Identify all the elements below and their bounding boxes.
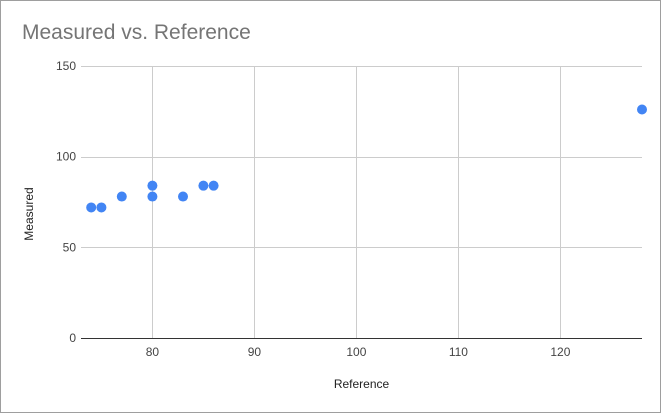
x-axis-label: Reference — [334, 377, 390, 391]
chart-title: Measured vs. Reference — [22, 21, 251, 44]
data-point — [147, 180, 158, 191]
y-tick-label: 50 — [63, 240, 77, 254]
x-tick-label: 100 — [346, 345, 366, 359]
data-point — [637, 104, 647, 115]
data-point — [116, 191, 127, 202]
data-point — [208, 180, 219, 191]
x-tick-label: 80 — [146, 345, 160, 359]
x-tick-labels: 80 90 100 110 120 — [146, 345, 571, 359]
y-tick-labels: 0 50 100 150 — [56, 59, 76, 345]
data-point — [96, 202, 107, 213]
x-tick-label: 90 — [248, 345, 262, 359]
y-axis-label: Measured — [22, 187, 36, 240]
x-tick-label: 120 — [550, 345, 570, 359]
data-point — [178, 191, 188, 202]
y-tick-label: 150 — [56, 59, 76, 73]
data-point — [86, 202, 97, 213]
data-points — [86, 104, 647, 213]
y-tick-label: 100 — [56, 150, 76, 164]
grid-layer — [81, 66, 642, 339]
y-tick-label: 0 — [69, 331, 76, 345]
data-point — [198, 180, 209, 191]
x-tick-label: 110 — [449, 345, 468, 359]
data-point — [147, 191, 158, 202]
